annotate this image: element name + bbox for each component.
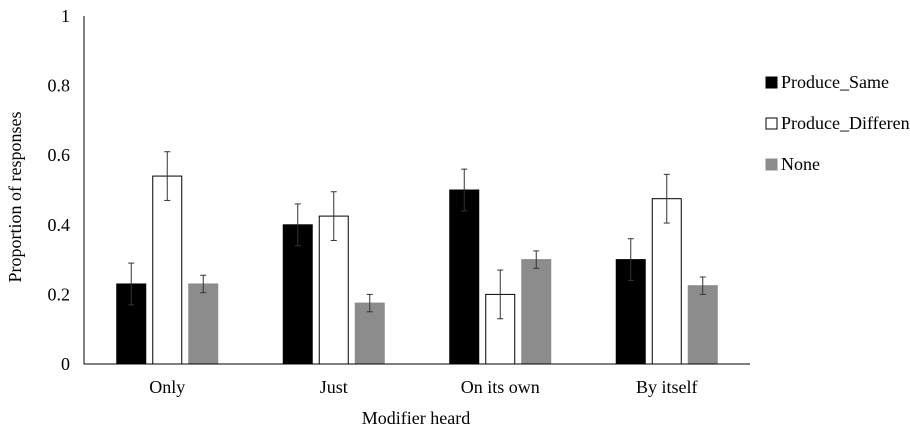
y-tick-label: 0.6 bbox=[48, 145, 71, 165]
y-axis-ticks: 0 0.2 0.4 0.6 0.8 1 bbox=[48, 6, 71, 374]
y-axis-label: Proportion of responses bbox=[5, 112, 25, 283]
bar-produce-same-2 bbox=[449, 189, 480, 365]
x-tick-label: Just bbox=[320, 377, 348, 397]
x-axis-label: Modifier heard bbox=[362, 408, 470, 428]
error-bars-group bbox=[128, 151, 706, 320]
y-tick-label: 0 bbox=[61, 354, 70, 374]
y-tick-label: 0.2 bbox=[48, 284, 71, 304]
x-tick-label: On its own bbox=[461, 377, 540, 397]
legend-swatch-none bbox=[765, 158, 778, 171]
bar-produce-different-0 bbox=[152, 175, 183, 365]
bar-none-1 bbox=[354, 302, 385, 365]
x-tick-label: By itself bbox=[636, 377, 698, 397]
legend-swatch-produce-different bbox=[765, 117, 778, 130]
bar-none-0 bbox=[188, 283, 219, 365]
x-axis-tick-labels: Only Just On its own By itself bbox=[149, 377, 697, 397]
y-tick-label: 1 bbox=[61, 6, 70, 26]
legend-label-produce-different: Produce_Different bbox=[781, 113, 910, 133]
bar-produce-same-1 bbox=[282, 224, 313, 365]
legend-label-produce-same: Produce_Same bbox=[781, 72, 889, 92]
y-tick-label: 0.4 bbox=[48, 215, 71, 235]
y-tick-label: 0.8 bbox=[48, 76, 71, 96]
legend-label-none: None bbox=[781, 154, 820, 174]
bars-group bbox=[116, 175, 718, 365]
bar-none-2 bbox=[521, 259, 552, 365]
legend: Produce_Same Produce_Different None bbox=[765, 72, 910, 174]
legend-swatch-produce-same bbox=[765, 76, 778, 89]
x-tick-label: Only bbox=[149, 377, 185, 397]
bar-none-3 bbox=[687, 285, 718, 365]
